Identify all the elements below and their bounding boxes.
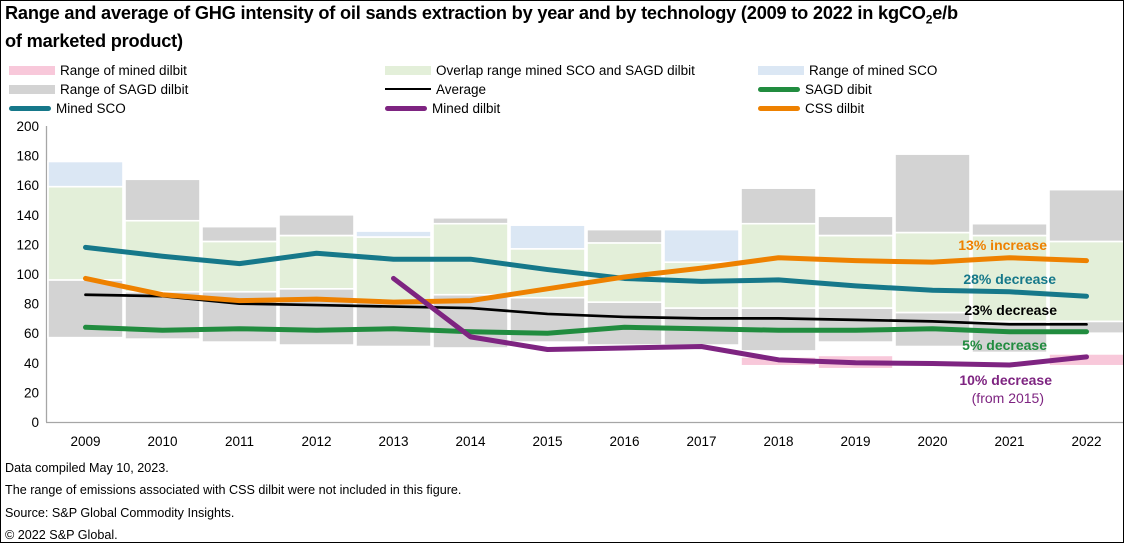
range-bar-sagd-dilbit bbox=[586, 301, 663, 346]
legend-label: Mined SCO bbox=[56, 100, 126, 116]
annotation-css-dilbit-change: 13% increase bbox=[958, 237, 1047, 253]
range-bar-overlap bbox=[278, 234, 355, 290]
x-tick-label: 2020 bbox=[917, 434, 947, 449]
legend-item-average: Average bbox=[385, 81, 486, 97]
legend-label: Average bbox=[436, 81, 487, 97]
legend-item-css-dilbit: CSS dilbit bbox=[758, 100, 864, 116]
footer-css-note: The range of emissions associated with C… bbox=[5, 483, 462, 498]
x-tick-label: 2016 bbox=[609, 434, 639, 449]
annotation-mined-dilbit-basis: (from 2015) bbox=[971, 390, 1044, 406]
series-line-average bbox=[84, 293, 1088, 326]
y-tick-label: 100 bbox=[16, 267, 39, 282]
legend-item-mined-sco: Mined SCO bbox=[9, 100, 126, 116]
range-bar-sagd-dilbit bbox=[971, 222, 1048, 237]
y-tick-label: 120 bbox=[16, 237, 39, 252]
legend-item-mined-dilbit: Mined dilbit bbox=[385, 100, 500, 116]
x-tick-label: 2017 bbox=[686, 434, 716, 449]
range-bar-sagd-dilbit bbox=[201, 225, 278, 243]
annotation-mined-sco-change: 28% decrease bbox=[963, 271, 1056, 287]
range-bar-mined-sco bbox=[355, 230, 432, 238]
teal-line-swatch-icon bbox=[9, 105, 51, 111]
footer-compiled-date: Data compiled May 10, 2023. bbox=[5, 461, 169, 475]
annotation-mined-dilbit-change: 10% decrease bbox=[959, 372, 1052, 388]
range-bar-overlap bbox=[1048, 240, 1123, 323]
y-tick-label: 200 bbox=[16, 119, 39, 134]
legend-item-range-sagd-dilbit: Range of SAGD dilbit bbox=[9, 81, 188, 97]
y-tick-label: 60 bbox=[24, 326, 39, 341]
orange-line-swatch-icon bbox=[758, 105, 800, 111]
legend-label: Mined dilbit bbox=[432, 100, 501, 116]
legend-item-range-mined-dilbit: Range of mined dilbit bbox=[9, 62, 187, 78]
range-bar-overlap bbox=[894, 231, 971, 314]
range-bar-mined-sco bbox=[663, 228, 740, 263]
legend-label: Range of mined dilbit bbox=[60, 62, 187, 78]
range-bar-overlap bbox=[355, 236, 432, 302]
range-bar-overlap bbox=[740, 222, 817, 309]
green-range-swatch-icon bbox=[385, 65, 431, 75]
range-bar-sagd-dilbit bbox=[432, 216, 509, 225]
footer-copyright: © 2022 S&P Global. bbox=[5, 527, 118, 542]
x-tick-label: 2021 bbox=[994, 434, 1024, 449]
purple-line-swatch-icon bbox=[385, 105, 427, 111]
range-bar-overlap bbox=[201, 240, 278, 293]
x-tick-label: 2009 bbox=[70, 434, 100, 449]
x-tick-label: 2022 bbox=[1071, 434, 1101, 449]
legend-label: SAGD dibit bbox=[805, 81, 872, 97]
legend-item-sagd-dibit: SAGD dibit bbox=[758, 81, 872, 97]
annotation-average-change: 23% decrease bbox=[964, 302, 1057, 318]
range-bar-sagd-dilbit bbox=[894, 153, 971, 234]
footer-notes: Data compiled May 10, 2023. The range of… bbox=[5, 457, 462, 542]
legend-item-range-mined-sco: Range of mined SCO bbox=[758, 62, 937, 78]
title-line2: of marketed product) bbox=[5, 30, 183, 51]
y-tick-label: 0 bbox=[31, 415, 39, 430]
pink-range-swatch-icon bbox=[9, 65, 55, 75]
range-bar-sagd-dilbit bbox=[817, 215, 894, 237]
chart-plot-area: 0 20 40 60 80 100 120 140 160 180 200 2009 2010 2011 2… bbox=[16, 119, 1123, 449]
range-bar-mined-sco bbox=[47, 160, 124, 188]
range-bar-sagd-dilbit bbox=[586, 228, 663, 244]
series-line-sagd-dibit bbox=[83, 324, 1089, 336]
y-tick-label: 160 bbox=[16, 178, 39, 193]
gray-range-swatch-icon bbox=[9, 84, 55, 94]
range-bar-overlap bbox=[817, 234, 894, 309]
range-bar-mined-sco bbox=[509, 224, 586, 250]
range-bar-overlap bbox=[47, 185, 124, 281]
series-line-css-dilbit bbox=[83, 255, 1089, 305]
legend-label: Range of mined SCO bbox=[809, 62, 938, 78]
x-tick-label: 2019 bbox=[840, 434, 870, 449]
legend-label: Overlap range mined SCO and SAGD dilbit bbox=[436, 62, 695, 78]
x-tick-label: 2014 bbox=[455, 434, 486, 449]
y-tick-label: 140 bbox=[16, 208, 39, 223]
blue-range-swatch-icon bbox=[758, 65, 804, 75]
x-tick-label: 2012 bbox=[301, 434, 331, 449]
x-tick-label: 2013 bbox=[378, 434, 408, 449]
x-tick-label: 2010 bbox=[147, 434, 177, 449]
legend-label: Range of SAGD dilbit bbox=[60, 81, 189, 97]
range-bar-sagd-dilbit bbox=[971, 320, 1048, 354]
page-title: Range and average of GHG intensity of oi… bbox=[5, 3, 1119, 52]
footer-source: Source: S&P Global Commodity Insights. bbox=[5, 505, 235, 520]
y-tick-label: 80 bbox=[24, 297, 39, 312]
series-line-mined-sco bbox=[83, 244, 1089, 299]
green-line-swatch-icon bbox=[758, 86, 800, 92]
title-line1: Range and average of GHG intensity of oi… bbox=[5, 3, 958, 27]
y-tick-label: 20 bbox=[24, 385, 39, 400]
x-tick-label: 2011 bbox=[225, 434, 254, 449]
black-line-swatch-icon bbox=[385, 87, 431, 91]
legend-label: CSS dilbit bbox=[805, 100, 865, 116]
range-bar-sagd-dilbit bbox=[817, 307, 894, 343]
legend-item-overlap-range: Overlap range mined SCO and SAGD dilbit bbox=[385, 62, 695, 78]
range-bar-sagd-dilbit bbox=[740, 187, 817, 225]
range-bar-sagd-dilbit bbox=[1048, 188, 1123, 243]
range-bar-sagd-dilbit bbox=[124, 178, 201, 222]
x-tick-label: 2015 bbox=[532, 434, 562, 449]
series-line-mined-dilbit bbox=[391, 275, 1089, 368]
y-tick-label: 40 bbox=[24, 356, 39, 371]
x-tick-label: 2018 bbox=[763, 434, 793, 449]
y-tick-label: 180 bbox=[16, 149, 39, 164]
annotation-sagd-dibit-change: 5% decrease bbox=[962, 337, 1047, 353]
range-bar-sagd-dilbit bbox=[278, 214, 355, 237]
